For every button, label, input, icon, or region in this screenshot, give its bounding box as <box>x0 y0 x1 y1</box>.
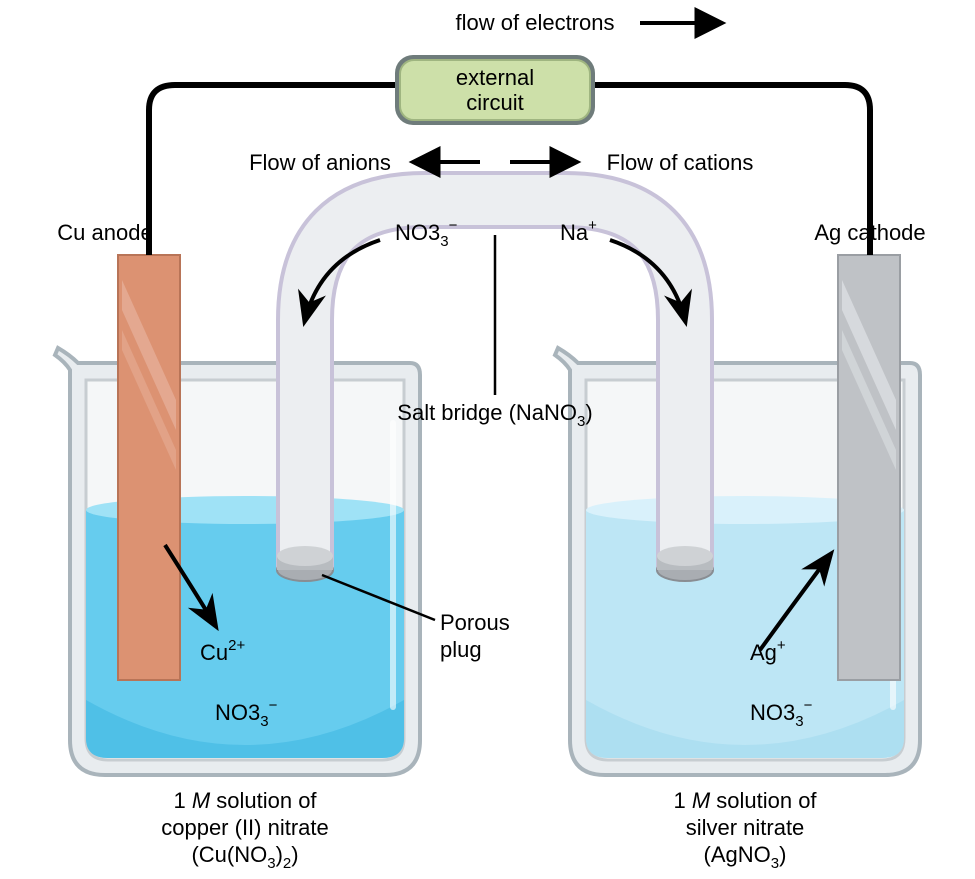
cu-anode-label: Cu anode <box>57 220 152 245</box>
salt-bridge-na-label: Na+ <box>560 217 597 245</box>
external-circuit-label-1: external <box>456 65 534 90</box>
external-circuit-box: external circuit <box>395 55 595 125</box>
left-caption-1: 1 M solution of <box>173 788 317 813</box>
external-circuit-label-2: circuit <box>466 90 523 115</box>
flow-of-electrons-label: flow of electrons <box>456 10 615 35</box>
right-caption-3: (AgNO3) <box>704 842 787 872</box>
left-caption-3: (Cu(NO3)2) <box>191 842 298 872</box>
copper-electrode <box>118 255 180 680</box>
porous-plug-label-1: Porous <box>440 610 510 635</box>
silver-electrode <box>838 255 900 680</box>
flow-of-anions-label: Flow of anions <box>249 150 391 175</box>
ag-cathode-label: Ag cathode <box>814 220 925 245</box>
svg-text:NO33−: NO33− <box>395 217 458 250</box>
flow-of-cations-label: Flow of cations <box>607 150 754 175</box>
salt-bridge-no3-label: NO33− <box>395 217 458 250</box>
salt-bridge-label: Salt bridge (NaNO3) <box>397 400 592 430</box>
right-caption-1: 1 M solution of <box>673 788 817 813</box>
porous-plug-label-2: plug <box>440 637 482 662</box>
right-caption-2: silver nitrate <box>686 815 805 840</box>
svg-text:Salt bridge (NaNO3): Salt bridge (NaNO3) <box>397 400 592 430</box>
svg-text:Na+: Na+ <box>560 217 597 245</box>
left-caption-2: copper (II) nitrate <box>161 815 329 840</box>
